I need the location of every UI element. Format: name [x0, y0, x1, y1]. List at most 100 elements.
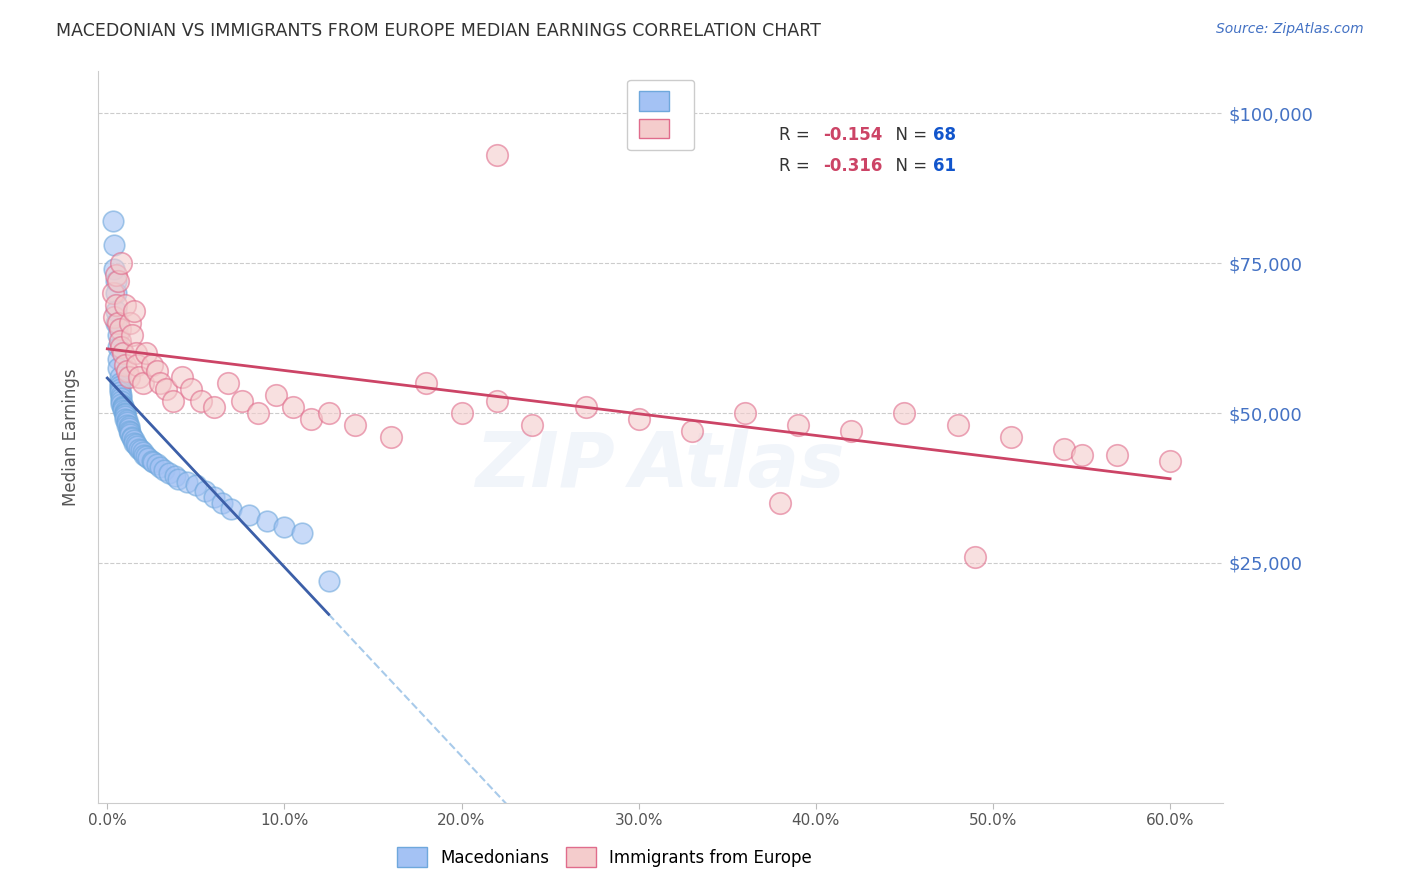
Point: [893, 406, 915, 420]
Point: [122, 304, 145, 318]
Point: [105, 304, 128, 318]
Point: [121, 431, 143, 445]
Point: [219, 502, 242, 516]
Point: [256, 514, 278, 528]
Point: [131, 445, 153, 459]
Point: [146, 364, 169, 378]
Point: [946, 418, 969, 433]
Point: [217, 376, 239, 391]
Point: [681, 424, 703, 438]
Point: [734, 406, 756, 420]
Point: [110, 256, 132, 270]
Point: [115, 415, 138, 429]
Point: [117, 421, 139, 435]
Point: [485, 394, 508, 409]
Point: [114, 412, 136, 426]
Legend: Macedonians, Immigrants from Europe: Macedonians, Immigrants from Europe: [388, 839, 821, 875]
Point: [485, 148, 508, 162]
Point: [117, 424, 139, 438]
Point: [114, 298, 136, 312]
Point: [131, 376, 153, 391]
Point: [522, 418, 544, 433]
Point: [108, 376, 131, 391]
Point: [1053, 442, 1076, 456]
Point: [101, 286, 124, 301]
Point: [231, 394, 253, 409]
Point: [124, 346, 146, 360]
Point: [108, 370, 131, 384]
Point: [117, 419, 139, 434]
Point: [135, 346, 157, 360]
Point: [127, 358, 149, 372]
Point: [107, 361, 129, 376]
Point: [1105, 448, 1128, 462]
Point: [114, 407, 136, 421]
Point: [121, 328, 143, 343]
Point: [163, 469, 186, 483]
Point: [141, 454, 163, 468]
Point: [380, 430, 402, 444]
Point: [112, 399, 135, 413]
Point: [141, 358, 163, 372]
Point: [190, 394, 212, 409]
Point: [128, 370, 150, 384]
Point: [120, 425, 142, 440]
Point: [184, 478, 207, 492]
Point: [318, 406, 340, 420]
Point: [170, 370, 193, 384]
Point: [415, 376, 437, 391]
Point: [149, 460, 172, 475]
Point: [105, 298, 128, 312]
Point: [135, 450, 157, 464]
Point: [101, 214, 124, 228]
Point: [107, 340, 129, 354]
Point: [450, 406, 472, 420]
Point: [110, 388, 132, 402]
Point: [194, 483, 217, 498]
Point: [246, 406, 269, 420]
Point: [108, 382, 131, 396]
Point: [273, 520, 295, 534]
Point: [128, 442, 150, 456]
Point: [149, 376, 172, 391]
Point: [108, 322, 131, 336]
Point: [103, 262, 125, 277]
Point: [1070, 448, 1092, 462]
Point: [146, 457, 169, 471]
Point: [283, 400, 305, 414]
Point: [105, 316, 128, 330]
Point: [291, 526, 314, 541]
Point: [103, 310, 125, 325]
Point: [627, 412, 650, 426]
Point: [103, 238, 125, 252]
Point: [120, 316, 142, 330]
Point: [105, 286, 128, 301]
Point: [202, 400, 225, 414]
Point: [211, 496, 233, 510]
Point: [299, 412, 322, 426]
Point: [114, 358, 136, 372]
Point: [167, 472, 190, 486]
Point: [107, 316, 129, 330]
Point: [122, 433, 145, 447]
Point: [112, 403, 135, 417]
Point: [134, 448, 156, 462]
Point: [965, 549, 987, 564]
Point: [344, 418, 367, 433]
Text: ZIP Atlas: ZIP Atlas: [477, 429, 845, 503]
Point: [110, 391, 132, 405]
Point: [574, 400, 596, 414]
Text: N =: N =: [886, 157, 932, 175]
Point: [769, 496, 792, 510]
Point: [110, 394, 132, 409]
Point: [155, 382, 177, 396]
Point: [112, 400, 135, 414]
Text: N =: N =: [886, 126, 932, 144]
Point: [117, 370, 139, 384]
Point: [176, 475, 198, 489]
Text: Source: ZipAtlas.com: Source: ZipAtlas.com: [1216, 22, 1364, 37]
Point: [153, 463, 176, 477]
Point: [110, 397, 132, 411]
Point: [114, 406, 136, 420]
Point: [107, 352, 129, 367]
